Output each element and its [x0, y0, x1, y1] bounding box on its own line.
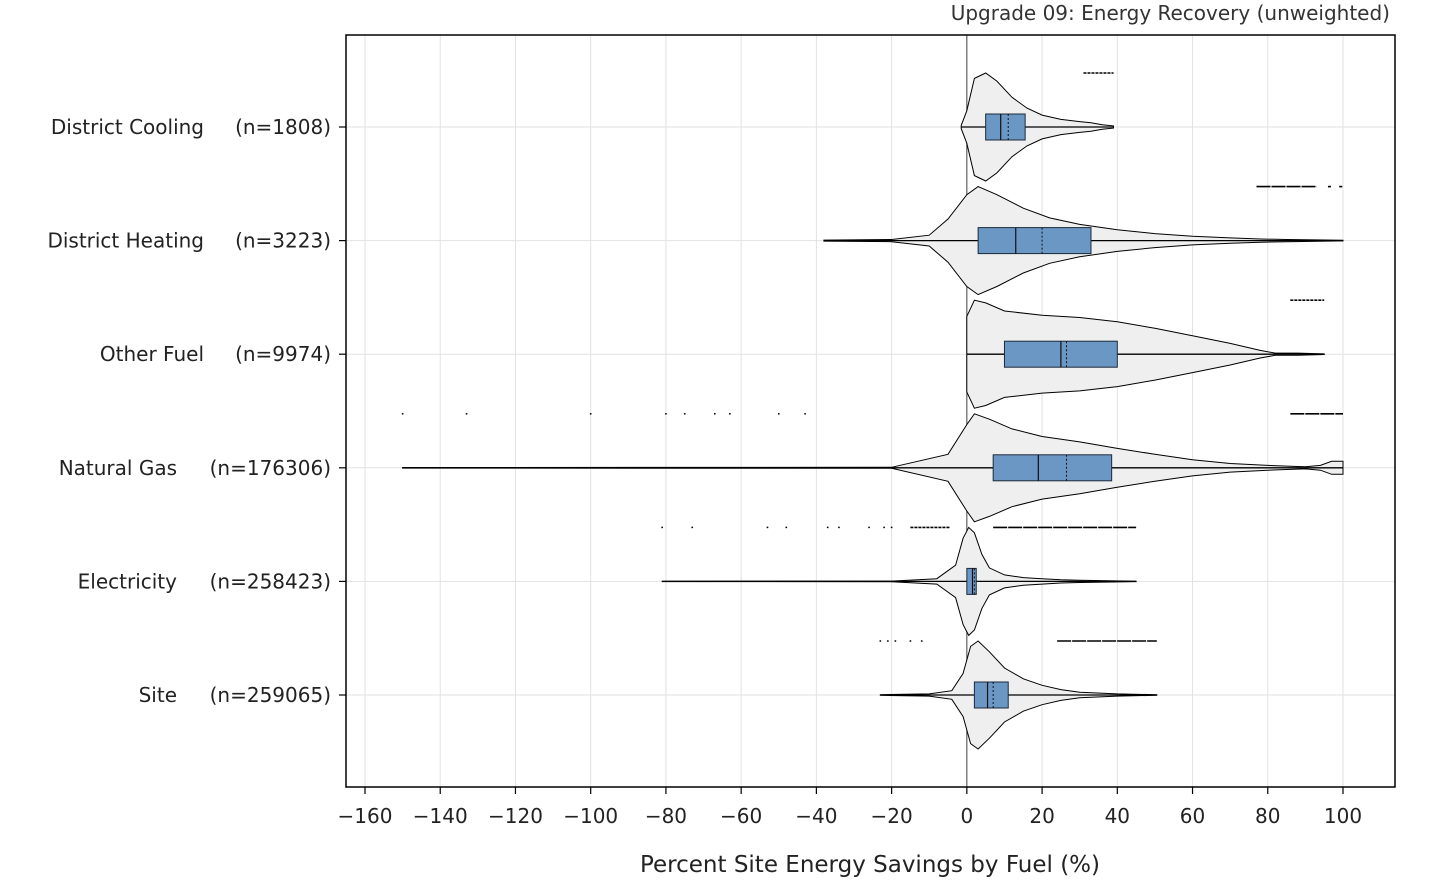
x-tick-label: −20 — [871, 804, 913, 828]
x-tick-label: −60 — [720, 804, 762, 828]
x-tick-label: −100 — [563, 804, 618, 828]
category-n-label: (n=9974) — [235, 342, 331, 366]
x-tick-label: −160 — [338, 804, 393, 828]
category-n-label: (n=176306) — [210, 456, 331, 480]
grid-layer — [346, 35, 1395, 787]
axis-layer: −160 −140 −120 −100 −80 −60 −40 −20 0 20 40 60 80 100… — [47, 115, 1362, 828]
plot-frame — [345, 34, 1396, 788]
x-tick-label: 0 — [960, 804, 973, 828]
iqr-box — [977, 227, 1092, 255]
category-n-label: (n=259065) — [210, 683, 331, 707]
iqr-box — [992, 454, 1113, 482]
category-label: Natural Gas — [59, 456, 177, 480]
x-tick-label: 40 — [1105, 804, 1130, 828]
x-tick-label: −140 — [413, 804, 468, 828]
violin-layer — [401, 72, 1344, 750]
category-label: District Heating — [47, 229, 204, 253]
iqr-box — [966, 567, 977, 595]
x-tick-label: −40 — [795, 804, 837, 828]
category-n-label: (n=258423) — [210, 569, 331, 593]
x-tick-label: −80 — [645, 804, 687, 828]
category-n-label: (n=1808) — [235, 115, 331, 139]
x-tick-label: 20 — [1029, 804, 1054, 828]
iqr-box — [973, 681, 1009, 709]
x-tick-label: 80 — [1255, 804, 1280, 828]
category-label: Site — [139, 683, 177, 707]
category-n-label: (n=3223) — [235, 229, 331, 253]
chart-title: Upgrade 09: Energy Recovery (unweighted) — [951, 1, 1390, 25]
category-label: Electricity — [78, 569, 178, 593]
x-tick-label: 60 — [1180, 804, 1205, 828]
iqr-box — [985, 113, 1026, 141]
category-label: Other Fuel — [100, 342, 204, 366]
category-label: District Cooling — [51, 115, 204, 139]
x-axis-title: Percent Site Energy Savings by Fuel (%) — [640, 852, 1100, 878]
x-tick-label: −120 — [488, 804, 543, 828]
x-tick-label: 100 — [1324, 804, 1362, 828]
